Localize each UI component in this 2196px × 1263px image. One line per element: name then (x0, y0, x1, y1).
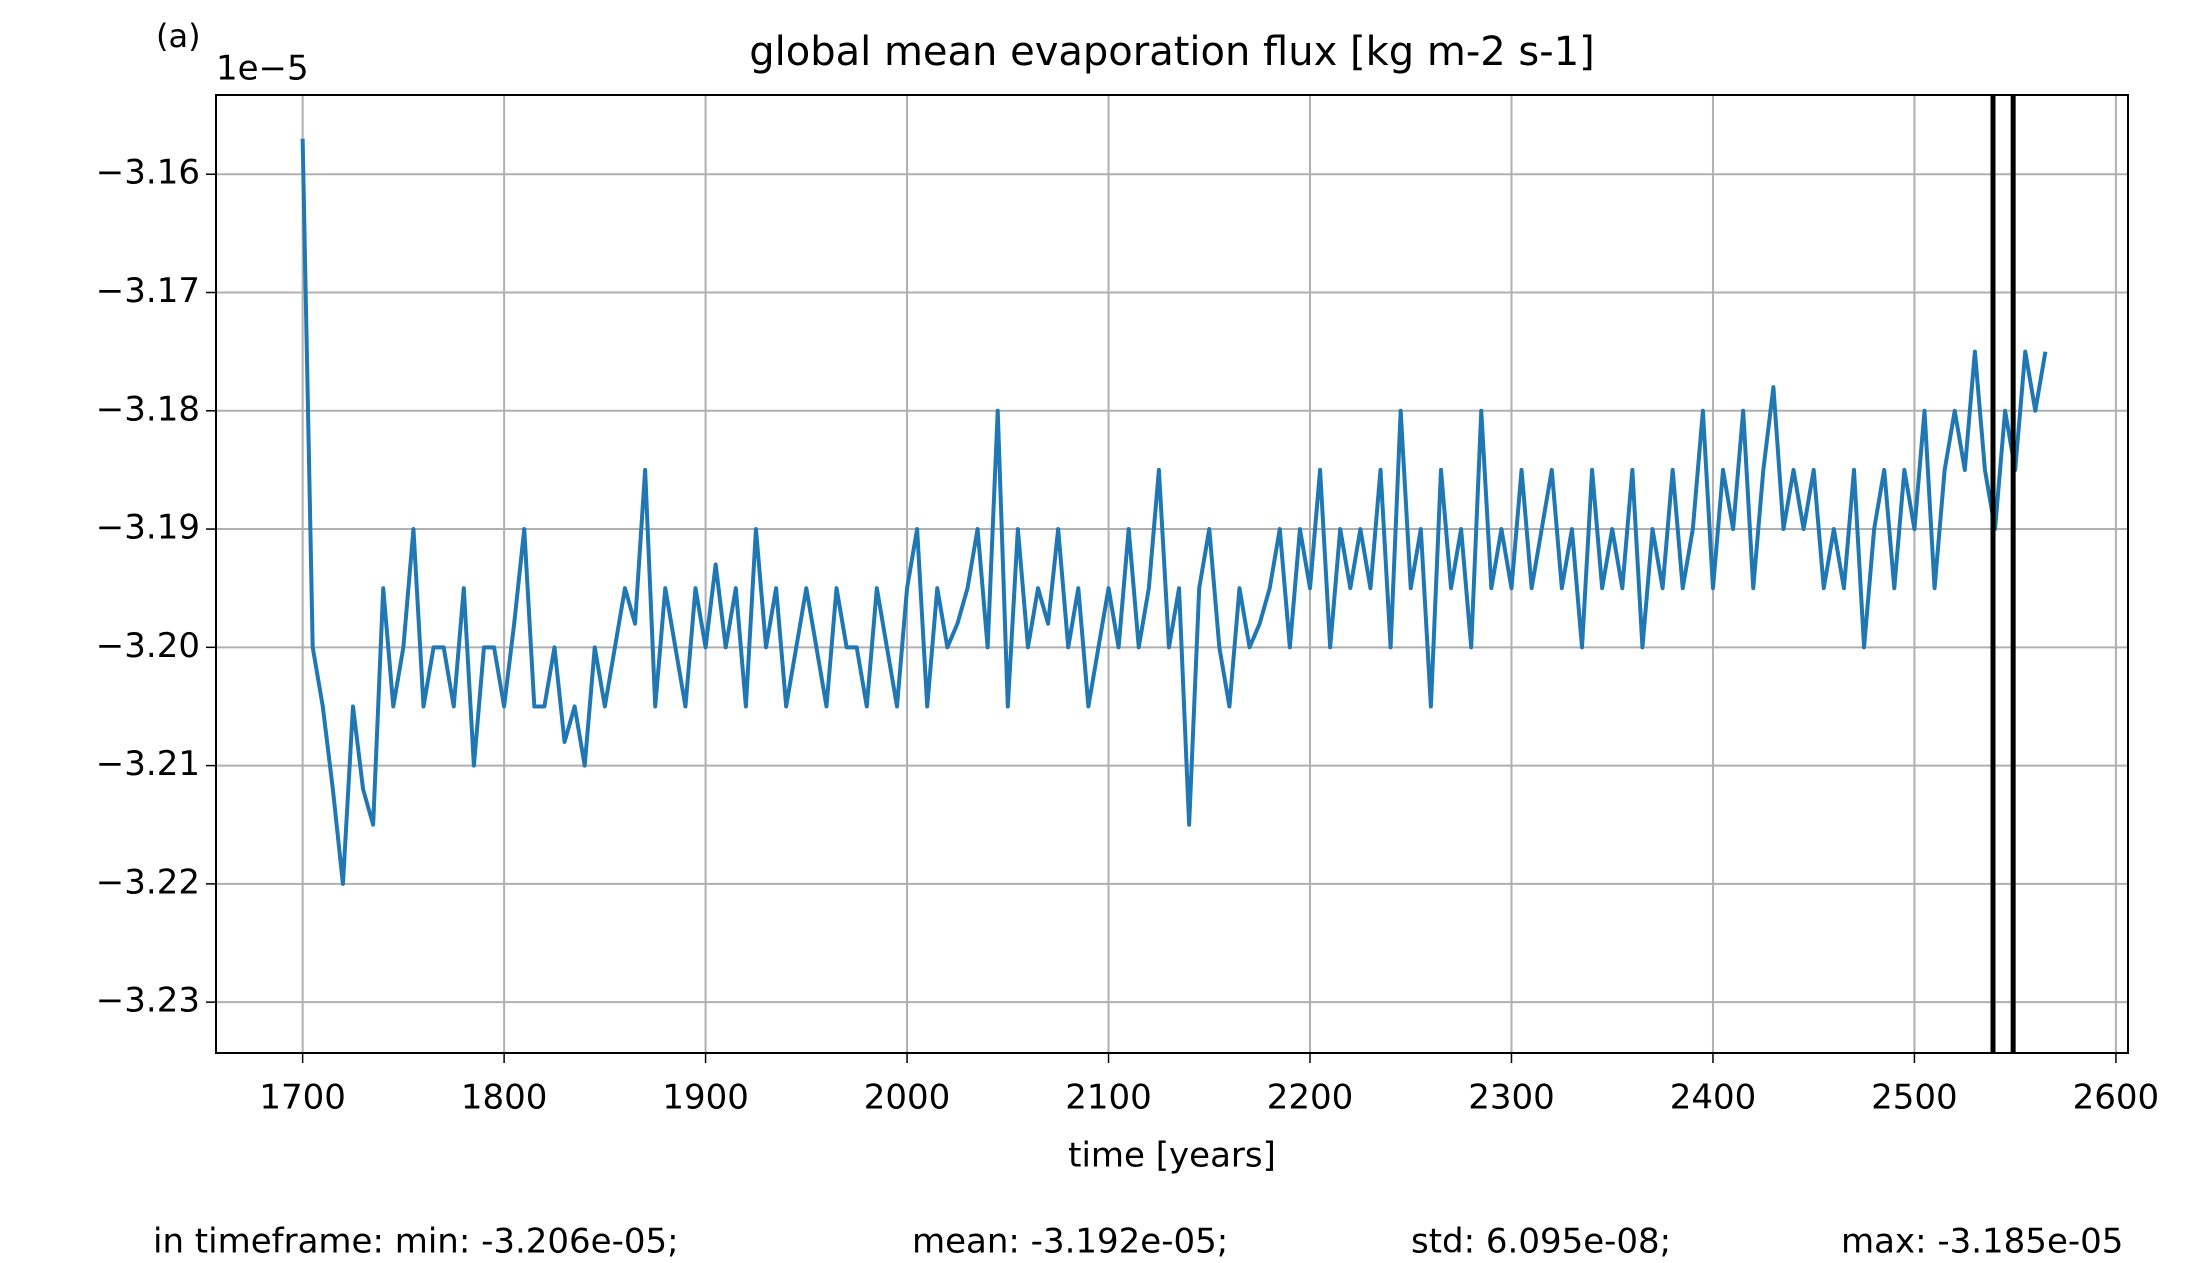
x-tick-label: 1700 (259, 1078, 346, 1118)
stat-text: in timeframe: min: -3.206e-05; (153, 1222, 679, 1262)
x-tick-label: 2300 (1468, 1078, 1555, 1118)
x-axis-label: time [years] (1068, 1136, 1276, 1176)
x-tick-label: 2200 (1267, 1078, 1354, 1118)
y-tick-label: −3.17 (96, 271, 200, 311)
x-tick-label: 2500 (1871, 1078, 1958, 1118)
y-tick-label: −3.23 (96, 981, 200, 1021)
plot-area: 1700 1800 1900 2000 2100 2200 2300 2400 2500 2600… (96, 94, 2160, 1118)
stat-text: std: 6.095e-08; (1411, 1222, 1671, 1262)
data-line (300, 138, 2048, 886)
x-tick-label: 2400 (1670, 1078, 1757, 1118)
y-tick-label: −3.21 (96, 744, 200, 784)
y-tick-label: −3.20 (96, 626, 200, 666)
x-tick-label: 2600 (2073, 1078, 2160, 1118)
y-tick-label: −3.16 (96, 153, 200, 193)
x-tick-label: 2000 (864, 1078, 951, 1118)
y-tick-label: −3.19 (96, 508, 200, 548)
x-tick-label: 2100 (1065, 1078, 1152, 1118)
y-tick-label: −3.22 (96, 862, 200, 902)
y-tick-label: −3.18 (96, 389, 200, 429)
stat-text: max: -3.185e-05 (1841, 1222, 2123, 1262)
axes-frame (215, 94, 2129, 1054)
x-tick-label: 1900 (662, 1078, 749, 1118)
x-tick-label: 1800 (461, 1078, 548, 1118)
y-offset-label: 1e−5 (216, 49, 309, 89)
stat-text: mean: -3.192e-05; (912, 1222, 1228, 1262)
panel-label: (a) (156, 17, 201, 55)
chart-title: global mean evaporation flux [kg m-2 s-1… (749, 29, 1595, 75)
